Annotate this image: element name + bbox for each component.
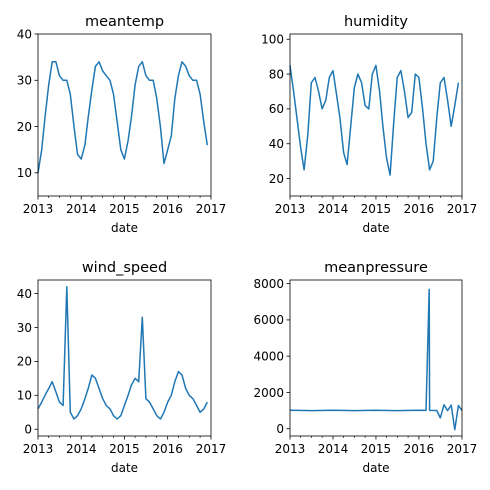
wind-speed-y-tick-label: 10 bbox=[17, 389, 32, 403]
meanpressure-y-tick-label: 4000 bbox=[253, 349, 284, 363]
meantemp-y-tick-label: 40 bbox=[17, 27, 32, 41]
wind-speed-y-tick-label: 0 bbox=[24, 423, 32, 437]
meanpressure-y-tick-label: 2000 bbox=[253, 386, 284, 400]
wind-speed-series-line bbox=[37, 286, 208, 420]
meantemp-panel: meantemp 10 20 30 40 2013 2014 2015 2016 2017 date bbox=[17, 14, 227, 235]
meanpressure-x-tick-label: 2016 bbox=[404, 442, 435, 456]
meantemp-series-line bbox=[37, 61, 209, 174]
meanpressure-axes-frame bbox=[289, 279, 463, 437]
humidity-x-tick-label: 2015 bbox=[361, 202, 392, 216]
humidity-x-tick-label: 2014 bbox=[318, 202, 349, 216]
meanpressure-y-tick-label: 8000 bbox=[253, 277, 284, 291]
meantemp-x-tick-label: 2017 bbox=[196, 202, 227, 216]
humidity-x-axis-label: date bbox=[362, 221, 389, 235]
meantemp-y-tick-label: 30 bbox=[17, 74, 32, 88]
humidity-series-line bbox=[289, 64, 460, 176]
meanpressure-y-tick-label: 0 bbox=[276, 422, 284, 436]
meantemp-y-tick-label: 10 bbox=[17, 166, 32, 180]
wind-speed-x-tick-label: 2014 bbox=[66, 442, 97, 456]
wind-speed-x-tick-label: 2017 bbox=[196, 442, 227, 456]
meanpressure-panel: meanpressure 0 2000 4000 6000 8000 2013 2014 201… bbox=[253, 260, 477, 475]
meantemp-axes-frame bbox=[37, 33, 212, 197]
humidity-panel: humidity 20 40 60 80 100 2013 2014 2015 2016 2017 d… bbox=[261, 14, 477, 235]
humidity-y-tick-label: 60 bbox=[269, 102, 284, 116]
humidity-y-tick-label: 100 bbox=[261, 33, 284, 47]
wind-speed-title: wind_speed bbox=[82, 260, 167, 276]
humidity-y-tick-label: 80 bbox=[269, 67, 284, 81]
humidity-x-tick-label: 2016 bbox=[404, 202, 435, 216]
meantemp-title: meantemp bbox=[85, 14, 164, 30]
wind-speed-y-tick-label: 20 bbox=[17, 355, 32, 369]
meanpressure-x-tick-label: 2014 bbox=[318, 442, 349, 456]
humidity-y-tick-label: 20 bbox=[269, 172, 284, 186]
meanpressure-x-tick-label: 2017 bbox=[447, 442, 478, 456]
meantemp-x-tick-label: 2015 bbox=[109, 202, 140, 216]
meanpressure-y-tick-label: 6000 bbox=[253, 313, 284, 327]
humidity-x-tick-label: 2013 bbox=[275, 202, 306, 216]
meanpressure-series-line bbox=[289, 288, 463, 431]
meantemp-y-tick-label: 20 bbox=[17, 120, 32, 134]
meanpressure-title: meanpressure bbox=[324, 260, 428, 276]
meanpressure-x-tick-label: 2013 bbox=[275, 442, 306, 456]
wind-speed-x-tick-label: 2015 bbox=[109, 442, 140, 456]
wind-speed-y-tick-label: 30 bbox=[17, 321, 32, 335]
meanpressure-x-tick-label: 2015 bbox=[361, 442, 392, 456]
wind-speed-y-tick-label: 40 bbox=[17, 287, 32, 301]
meantemp-x-tick-label: 2013 bbox=[23, 202, 54, 216]
meantemp-x-axis-label: date bbox=[111, 221, 138, 235]
meanpressure-x-axis-label: date bbox=[362, 461, 389, 475]
wind-speed-x-tick-label: 2013 bbox=[23, 442, 54, 456]
meantemp-x-tick-label: 2014 bbox=[66, 202, 97, 216]
humidity-axes-frame bbox=[289, 33, 463, 197]
meantemp-x-tick-label: 2016 bbox=[152, 202, 183, 216]
humidity-title: humidity bbox=[344, 14, 408, 30]
wind-speed-x-axis-label: date bbox=[111, 461, 138, 475]
humidity-x-tick-label: 2017 bbox=[447, 202, 478, 216]
humidity-y-tick-label: 40 bbox=[269, 137, 284, 151]
wind-speed-panel: wind_speed 0 10 20 30 40 2013 2014 2015 2016 2017 d… bbox=[17, 260, 227, 475]
wind-speed-x-tick-label: 2016 bbox=[152, 442, 183, 456]
